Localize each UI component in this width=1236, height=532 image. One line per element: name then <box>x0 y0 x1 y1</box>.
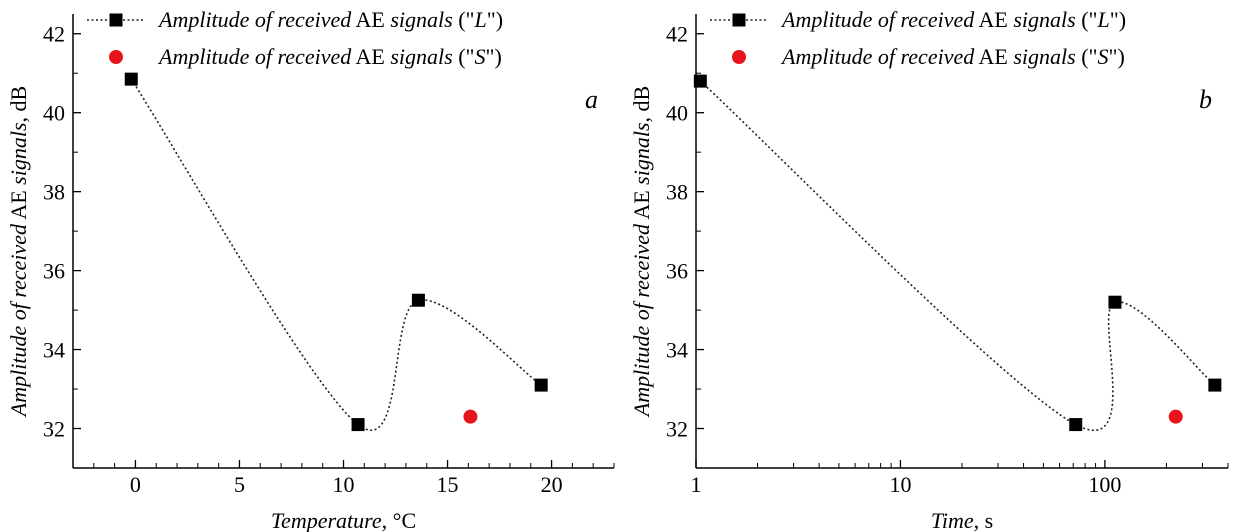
data-point-circle <box>463 409 478 424</box>
y-tick-label: 40 <box>666 101 688 126</box>
x-tick-label: 0 <box>130 472 141 497</box>
x-axis-label: Time, s <box>931 508 993 532</box>
y-tick-label: 40 <box>43 101 65 126</box>
y-axis-label: Amplitude of received AE signals, dB <box>629 86 654 418</box>
legend-label: Amplitude of received AE signals ("L") <box>780 7 1126 32</box>
y-tick-label: 34 <box>666 338 688 363</box>
x-axis-label: Temperature, °C <box>271 508 416 532</box>
x-tick-label: 10 <box>333 472 355 497</box>
x-tick-label: 15 <box>437 472 459 497</box>
y-tick-label: 42 <box>43 22 65 47</box>
y-tick-label: 36 <box>666 259 688 284</box>
y-tick-label: 38 <box>43 180 65 205</box>
x-tick-label: 5 <box>234 472 245 497</box>
data-point-square <box>1108 295 1122 309</box>
legend-marker-square <box>109 13 123 27</box>
data-point-square <box>1208 378 1222 392</box>
legend-label: Amplitude of received AE signals ("L") <box>157 7 503 32</box>
x-tick-label: 1 <box>691 472 702 497</box>
legend-marker-circle <box>109 50 123 64</box>
data-point-square <box>1069 418 1083 432</box>
series-line-0 <box>699 80 1216 432</box>
x-tick-label: 10 <box>889 472 911 497</box>
series-line-0 <box>130 78 542 431</box>
y-tick-label: 42 <box>666 22 688 47</box>
y-tick-label: 38 <box>666 180 688 205</box>
chart-panel-a: 32 34 36 38 40 42 0 5 10 15 20 Temperature, °C Ampli… <box>6 7 615 532</box>
x-tick-label: 20 <box>541 472 563 497</box>
legend-label: Amplitude of received AE signals ("S") <box>780 44 1125 69</box>
x-tick-label: 100 <box>1088 472 1121 497</box>
y-tick-label: 32 <box>666 417 688 442</box>
y-tick-label: 36 <box>43 259 65 284</box>
y-axis-label: Amplitude of received AE signals, dB <box>6 86 31 418</box>
data-point-square <box>411 293 425 307</box>
legend-label: Amplitude of received AE signals ("S") <box>157 44 502 69</box>
data-point-circle <box>1168 409 1183 424</box>
chart-panel-b: 32 34 36 38 40 42 1 10 100 Time, s Amplitude of re… <box>629 7 1229 532</box>
data-point-square <box>124 72 138 86</box>
panel-label: a <box>585 85 598 114</box>
data-point-square <box>351 418 365 432</box>
legend-marker-circle <box>732 50 746 64</box>
y-tick-label: 32 <box>43 417 65 442</box>
y-tick-label: 34 <box>43 338 65 363</box>
data-point-square <box>534 378 548 392</box>
legend-marker-square <box>732 13 746 27</box>
data-point-square <box>693 74 707 88</box>
panel-label: b <box>1199 85 1212 114</box>
